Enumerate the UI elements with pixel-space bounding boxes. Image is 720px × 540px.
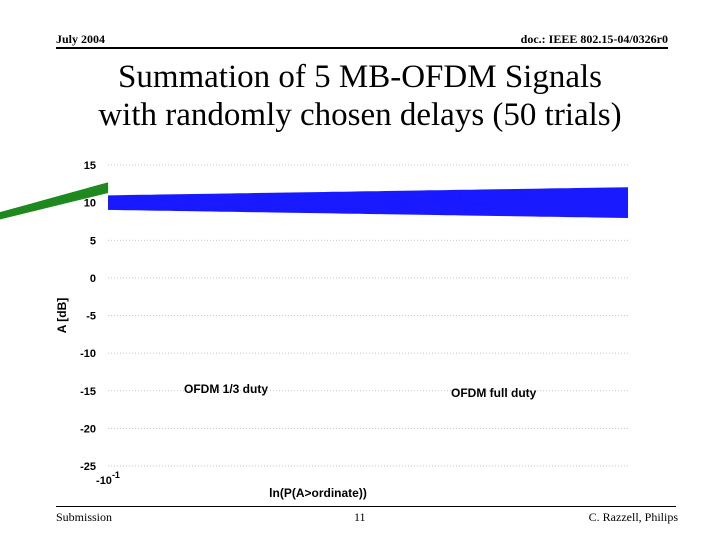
y-tick-label: -25 (80, 461, 96, 473)
footer-author: C. Razzell, Philips (588, 510, 678, 524)
y-tick-label: -15 (80, 386, 96, 398)
trial-line-full-duty (107, 187, 629, 197)
slide-title: Summation of 5 MB-OFDM Signals with rand… (0, 58, 720, 134)
y-axis-label: A [dB] (55, 298, 69, 334)
series-full-duty (107, 187, 629, 218)
axis-layer: 151050-5-10-15-20-25-10-1-100-10-1-10-2l… (55, 160, 537, 500)
header-date: July 2004 (56, 32, 106, 46)
y-tick-label: -20 (80, 423, 96, 435)
footer-page-number: 11 (354, 510, 366, 524)
y-tick-label: -5 (86, 311, 96, 323)
y-tick-label: 15 (84, 160, 96, 172)
footer-rule (56, 506, 676, 507)
header-doc-id: doc.: IEEE 802.15-04/0326r0 (520, 32, 668, 46)
annotation-third-duty: OFDM 1/3 duty (184, 382, 268, 396)
slide-title-line-1: Summation of 5 MB-OFDM Signals (117, 59, 603, 95)
y-tick-label: 10 (84, 198, 96, 210)
y-tick-label: 0 (90, 273, 96, 285)
annotation-full-duty: OFDM full duty (451, 386, 537, 400)
footer-submission: Submission (56, 510, 113, 524)
trial-line-third-duty (0, 190, 109, 219)
y-tick-label: 5 (90, 235, 96, 247)
x-axis-label: ln(P(A>ordinate)) (269, 486, 367, 500)
series-third-duty (0, 182, 109, 220)
header-rule (56, 47, 668, 49)
y-tick-label: -10 (80, 348, 96, 360)
slide-title-line-2: with randomly chosen delays (50 trials) (98, 97, 622, 133)
x-tick-label: -10-1 (96, 470, 120, 487)
